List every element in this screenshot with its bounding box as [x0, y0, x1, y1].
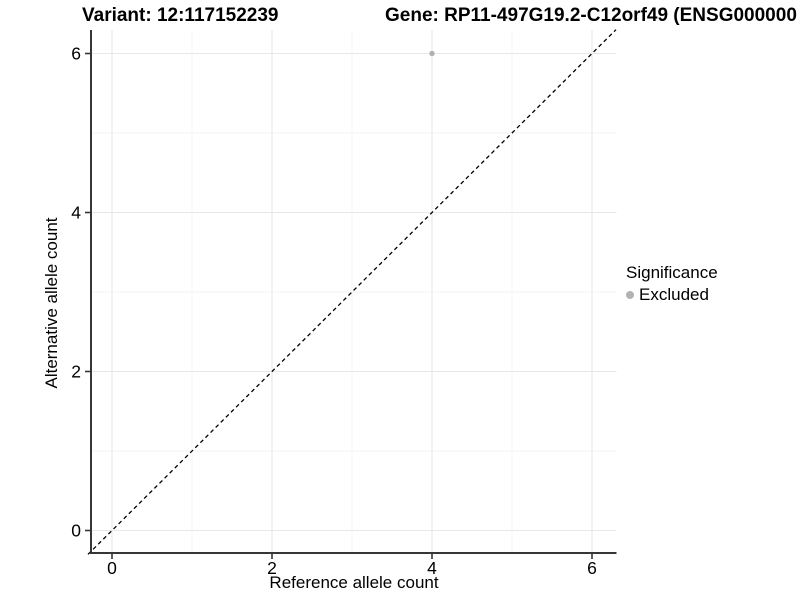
y-tick-label: 4: [71, 203, 81, 223]
x-tick-label: 4: [427, 558, 437, 578]
plot-title-variant: Variant: 12:117152239: [82, 5, 279, 26]
legend-item-label: Excluded: [639, 285, 709, 304]
x-tick-label: 6: [587, 558, 597, 578]
legend-item-excluded: Excluded: [626, 285, 718, 305]
y-axis-title: Alternative allele count: [42, 217, 61, 389]
y-tick-label: 2: [71, 362, 81, 382]
identity-line: [87, 29, 617, 555]
y-tick-label: 0: [71, 521, 81, 541]
plot-title-gene: Gene: RP11-497G19.2-C12orf49 (ENSG000000: [385, 5, 797, 26]
x-tick-label: 2: [267, 558, 277, 578]
x-axis-title: Reference allele count: [269, 573, 439, 592]
x-tick-label: 0: [107, 558, 117, 578]
legend-point-icon: [626, 291, 634, 299]
data-point: [429, 50, 435, 57]
legend-title: Significance: [626, 263, 718, 282]
legend: Significance Excluded: [626, 262, 718, 305]
y-tick-label: 6: [71, 44, 81, 64]
